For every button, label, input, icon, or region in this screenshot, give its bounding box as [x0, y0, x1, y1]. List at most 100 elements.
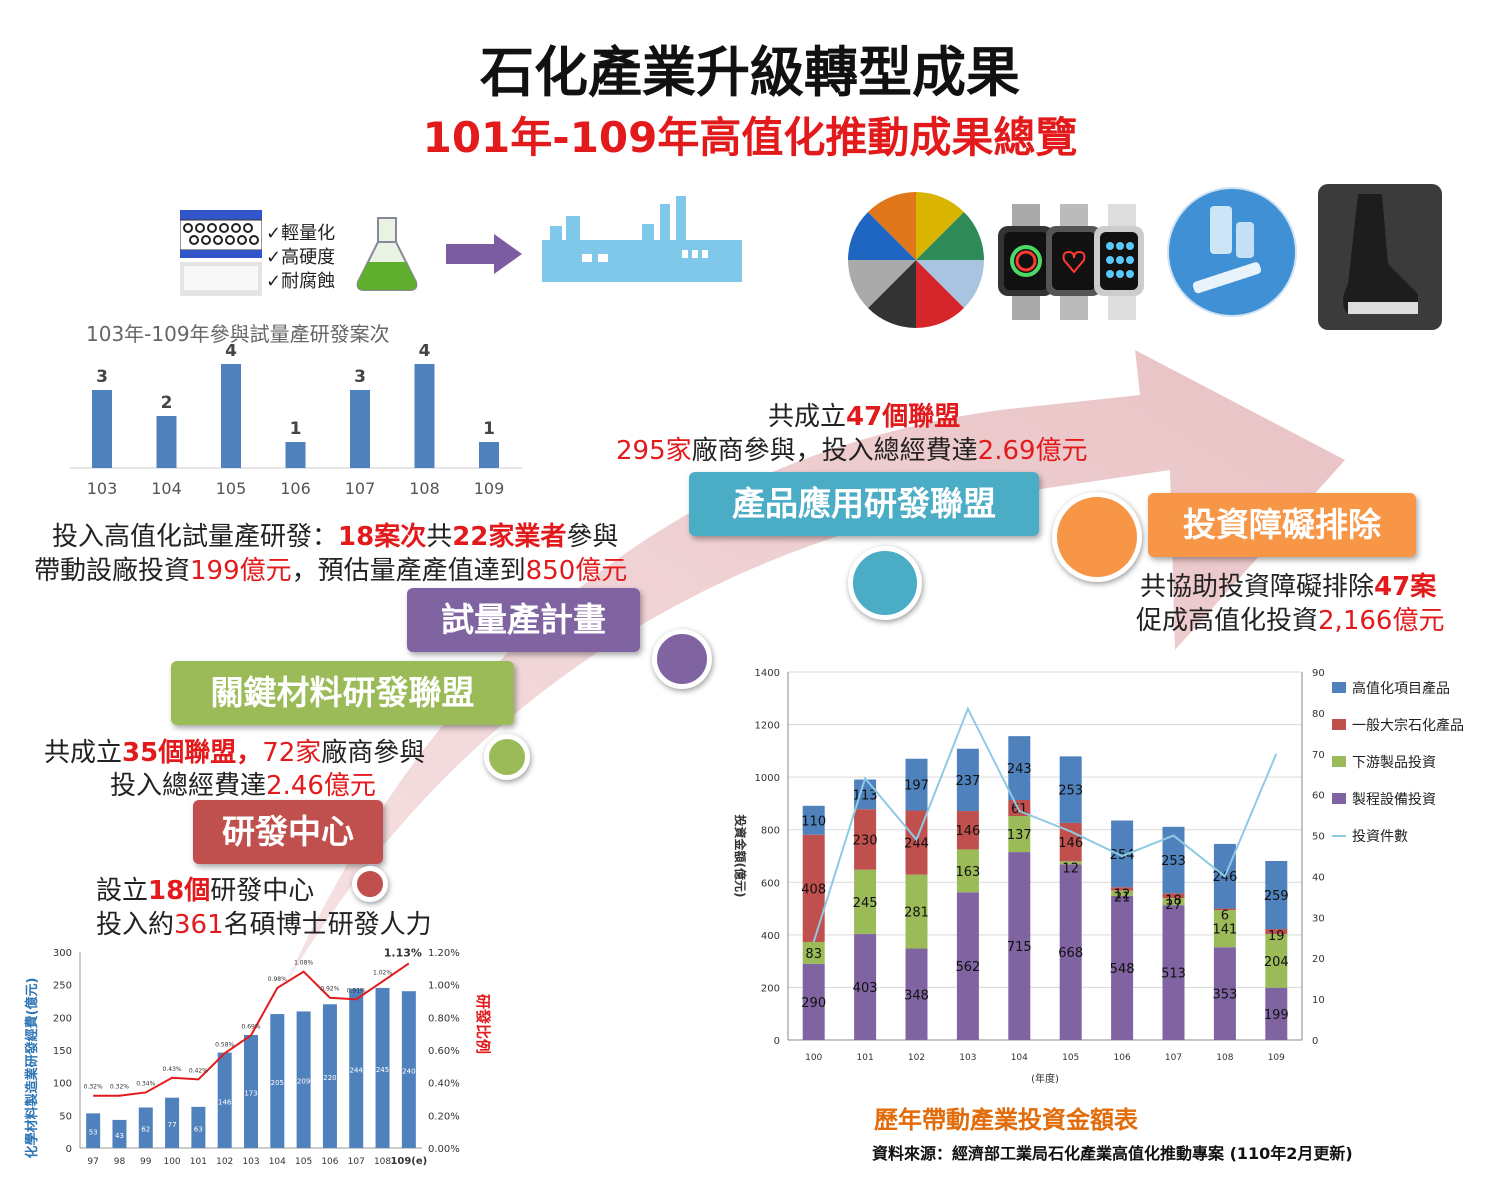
rd-y2-tick: 0.40%: [428, 1079, 460, 1090]
rd-y2-tick: 1.00%: [428, 981, 460, 992]
inv-x-tick: 108: [1216, 1053, 1233, 1063]
rd-bar: [296, 1011, 311, 1148]
key-material-text-2: 投入總經費達2.46億元: [110, 771, 376, 801]
right-arrow-icon: [446, 234, 522, 274]
inv-bar-segment: [1008, 816, 1031, 853]
inv-x-tick: 100: [805, 1053, 822, 1063]
flask-icon: [356, 217, 418, 291]
pilot-x-label: 104: [151, 479, 182, 498]
rd-ratio-label: 0.32%: [84, 1084, 103, 1091]
material-props-list: ✓輕量化 ✓高硬度 ✓耐腐蝕: [266, 222, 335, 294]
rd-ratio-label: 0.69%: [241, 1023, 260, 1030]
inv-bar-label: 548: [1110, 962, 1135, 977]
smart-watch-image: [998, 204, 1144, 320]
inv-bar-segment: [1162, 898, 1185, 906]
rd-x-tick: 106: [321, 1157, 338, 1167]
inv-bar-segment: [1213, 910, 1236, 948]
rd-x-tick: 101: [190, 1157, 207, 1167]
rd-bar: [165, 1097, 180, 1148]
prop-hardness: ✓高硬度: [266, 247, 336, 268]
inv-y2-tick: 40: [1312, 872, 1325, 883]
inv-x-tick: 106: [1114, 1053, 1131, 1063]
inv-bar-label: 18: [1165, 893, 1182, 908]
rd-center-dot: [352, 866, 388, 902]
rd-bar: [375, 987, 390, 1148]
stage-invest-barrier[interactable]: 投資障礙排除: [1148, 493, 1416, 557]
factory-icon: [542, 196, 742, 282]
rd-ratio-label: 0.34%: [136, 1080, 155, 1087]
inv-bar-segment: [1111, 887, 1134, 891]
product-app-dot: [848, 546, 922, 620]
prop-lightweight: ✓輕量化: [266, 223, 336, 244]
pilot-bar: [92, 390, 112, 468]
rd-x-tick: 99: [140, 1157, 152, 1167]
inv-bar-segment: [956, 748, 979, 812]
medical-syringe-image: [1167, 187, 1297, 317]
stage-product-app[interactable]: 產品應用研發聯盟: [689, 472, 1039, 536]
inv-bar-label: 137: [1007, 828, 1032, 843]
inv-y2-tick: 90: [1312, 668, 1325, 679]
stage-key-material[interactable]: 關鍵材料研發聯盟: [171, 661, 514, 725]
inv-bar-label: 83: [805, 947, 822, 962]
stage-rd-center[interactable]: 研發中心: [193, 800, 383, 864]
rd-ratio-label: 0.43%: [163, 1066, 182, 1073]
inv-bar-label: 12: [1062, 861, 1079, 876]
inv-bar-segment: [905, 874, 928, 949]
inv-x-axis-label: (年度): [1031, 1072, 1059, 1085]
pilot-bar: [285, 442, 306, 468]
rd-bar-label: 205: [271, 1079, 284, 1087]
pilot-bar-label: 2: [161, 393, 173, 413]
rd-bar-label: 77: [168, 1121, 177, 1129]
inv-bar-segment: [1265, 860, 1288, 930]
invest-barrier-text-1: 共協助投資障礙排除47案: [1140, 572, 1437, 602]
rd-bar: [349, 988, 364, 1148]
inv-bar-label: 146: [955, 824, 980, 839]
rd-y2-tick: 0.00%: [428, 1144, 460, 1155]
inv-bar-label: 513: [1161, 967, 1186, 982]
inv-y2-tick: 30: [1312, 913, 1325, 924]
rd-ratio-label: 0.32%: [110, 1084, 129, 1091]
inv-bar-label: 237: [955, 774, 980, 789]
inv-bar-segment: [1265, 934, 1288, 988]
rd-center-text-2: 投入約361名碩博士研發人力: [96, 910, 432, 940]
inv-bar-label: 668: [1058, 946, 1083, 961]
rd-bar: [86, 1113, 101, 1148]
page-subtitle: 101年-109年高值化推動成果總覽: [422, 113, 1078, 162]
rd-bar-label: 240: [402, 1068, 415, 1076]
rd-bar-label: 53: [89, 1129, 98, 1137]
rd-bar-label: 43: [115, 1132, 124, 1140]
inv-bar-segment: [802, 805, 825, 835]
plastic-pellets-image: [848, 192, 984, 328]
inv-y-axis-label: 投資金額(億元): [733, 815, 748, 898]
rd-y-tick: 50: [59, 1111, 72, 1122]
inv-y2-tick: 10: [1312, 995, 1325, 1006]
stage-pilot[interactable]: 試量產計畫: [407, 588, 640, 652]
rd-bar-label: 209: [297, 1078, 310, 1086]
rd-x-tick: 107: [348, 1157, 365, 1167]
inv-bar-label: 204: [1264, 955, 1289, 970]
rd-y-tick: 0: [66, 1144, 72, 1155]
pilot-bar: [414, 364, 435, 468]
inv-x-tick: 101: [857, 1053, 874, 1063]
inv-bar-segment: [905, 948, 928, 1040]
inv-y-tick: 200: [761, 983, 780, 994]
pilot-bar: [479, 442, 499, 468]
pilot-x-label: 108: [409, 479, 440, 498]
inv-bar-label: 403: [853, 981, 878, 996]
rd-x-tick: 103: [242, 1157, 259, 1167]
inv-bar-label: 245: [853, 896, 878, 911]
inv-y-tick: 600: [761, 878, 780, 889]
inv-bar-segment: [802, 941, 825, 964]
inv-legend-label: 下游製品投資: [1352, 755, 1436, 771]
rd-ratio-label: 0.92%: [320, 986, 339, 993]
inv-bar-segment: [1111, 890, 1134, 896]
pilot-bar: [221, 364, 241, 468]
inv-bar-label: 197: [904, 779, 929, 794]
rd-ratio-label: 1.02%: [373, 969, 392, 976]
rd-x-tick: 105: [295, 1157, 312, 1167]
rd-bar-label: 245: [376, 1066, 389, 1074]
inv-y2-tick: 50: [1312, 832, 1325, 843]
rd-x-tick: 98: [114, 1157, 126, 1167]
rd-y-tick: 100: [53, 1079, 72, 1090]
rd-y-tick: 250: [53, 981, 72, 992]
